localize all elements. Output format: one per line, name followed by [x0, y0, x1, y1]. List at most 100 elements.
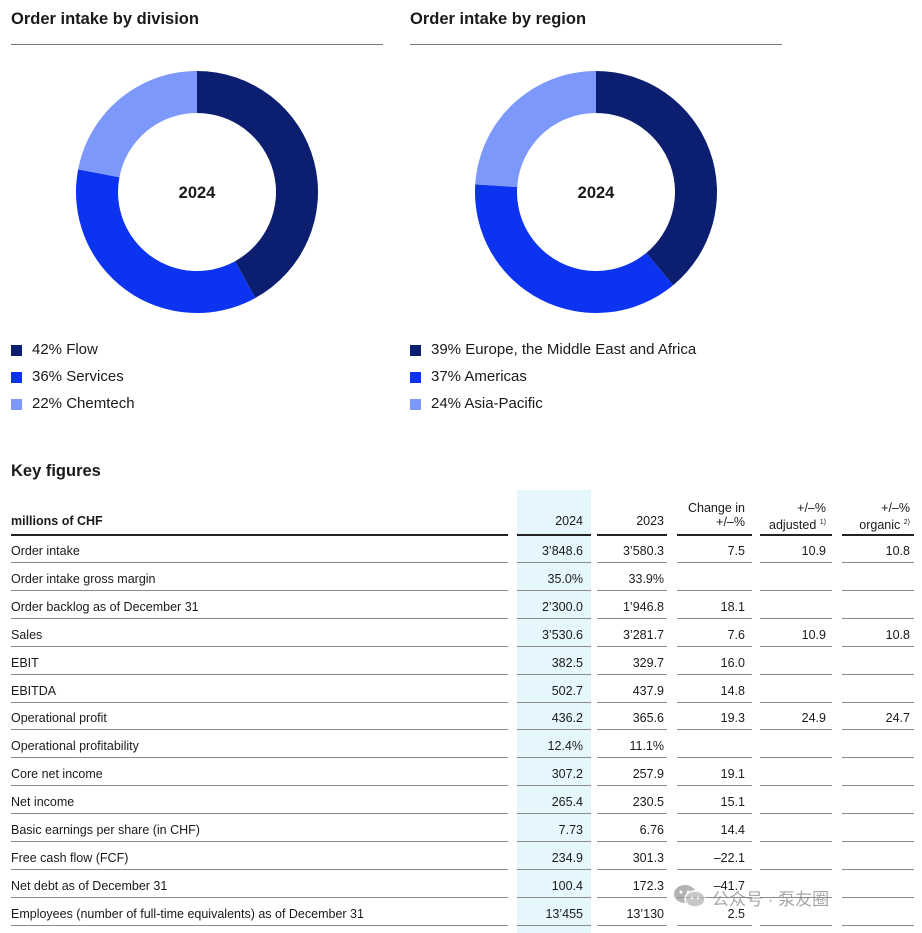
row-rule: [597, 841, 667, 842]
division-center-label: 2024: [179, 184, 217, 202]
cell-y2024: 13’455: [545, 906, 583, 921]
region-donut-chart: 2024: [475, 71, 717, 313]
row-rule: [842, 841, 914, 842]
header-rule-adjusted: [760, 534, 832, 536]
region-legend-swatch: [410, 345, 421, 356]
row-rule: [760, 813, 832, 815]
row-rule: [597, 785, 667, 787]
cell-change: 18.1: [720, 599, 745, 614]
cell-change: 7.5: [727, 544, 745, 558]
header-change-line2: +/–%: [716, 515, 745, 529]
cell-y2024: 265.4: [551, 795, 583, 810]
row-rule: [597, 645, 667, 647]
cell-change: 15.1: [720, 795, 745, 810]
cell-y2024: 12.4%: [547, 739, 583, 754]
cell-y2023: 3’281.7: [622, 627, 664, 642]
cell-y2023: 13’130: [626, 906, 664, 921]
row-rule: [517, 617, 591, 619]
row-rule: [517, 701, 591, 703]
footnote-1: 1): [819, 519, 826, 526]
cell-y2023: 172.3: [632, 878, 664, 893]
cell-y2023: 257.9: [632, 767, 664, 782]
region-legend-swatch: [410, 399, 421, 410]
cell-label: Net debt as of December 31: [11, 878, 168, 893]
year-2024-highlight-column: [517, 490, 591, 933]
row-rule: [760, 645, 832, 647]
cell-adjusted: 10.9: [801, 627, 826, 642]
region-legend-label: 39% Europe, the Middle East and Africa: [431, 341, 697, 358]
division-title: Order intake by division: [11, 10, 199, 28]
row-rule: [517, 645, 591, 647]
row-rule: [842, 673, 914, 675]
cell-label: EBITDA: [11, 683, 57, 698]
table-row: Order intake 3’848.6 3’580.3 7.5 10.9 10.8: [0, 536, 922, 564]
row-rule: [517, 785, 591, 787]
cell-y2023: 11.1%: [629, 739, 664, 754]
row-rule: [597, 701, 667, 703]
row-rule: [11, 813, 508, 815]
row-rule: [11, 868, 508, 870]
cell-change: 2.5: [727, 906, 745, 921]
cell-y2023: 365.6: [632, 711, 664, 726]
cell-y2023: 230.5: [632, 795, 664, 810]
cell-y2023: 6.76: [639, 823, 664, 837]
table-row: Sales 3’530.6 3’281.7 7.6 10.9 10.8: [0, 620, 922, 648]
cell-y2024: 100.4: [551, 878, 583, 893]
row-rule: [11, 617, 508, 619]
header-change-line1: Change in: [688, 501, 745, 515]
cell-label: Employees (number of full-time equivalen…: [11, 906, 364, 921]
row-rule: [11, 757, 508, 759]
division-title-rule: [11, 44, 383, 45]
row-rule: [677, 813, 752, 815]
region-legend-label: 24% Asia-Pacific: [431, 395, 543, 412]
cell-organic: 10.8: [885, 627, 910, 642]
row-rule: [11, 589, 508, 591]
row-rule: [842, 589, 914, 591]
row-rule: [597, 813, 667, 815]
row-rule: [842, 562, 914, 563]
cell-y2024: 2’300.0: [541, 599, 583, 614]
cell-label: Net income: [11, 795, 75, 810]
cell-change: 19.3: [720, 711, 745, 726]
row-rule: [11, 701, 508, 703]
cell-change: 7.6: [727, 627, 745, 642]
row-rule: [842, 868, 914, 870]
region-center-label: 2024: [578, 184, 616, 202]
row-rule: [760, 868, 832, 870]
header-adjusted-text: adjusted: [769, 518, 817, 532]
division-legend-swatch: [11, 345, 22, 356]
header-organic-line1: +/–%: [881, 501, 910, 515]
header-rule-change: [677, 534, 752, 536]
wechat-icon: [674, 885, 706, 908]
header-adjusted-line2: adjusted 1): [752, 515, 826, 533]
cell-y2024: 307.2: [551, 767, 583, 782]
header-adjusted-line1: +/–%: [797, 501, 826, 515]
row-rule: [597, 924, 667, 926]
cell-y2023: 1’946.8: [622, 599, 664, 614]
row-rule: [11, 924, 508, 926]
cell-label: Free cash flow (FCF): [11, 850, 129, 865]
row-rule: [760, 617, 832, 619]
footnote-2: 2): [903, 519, 910, 526]
cell-y2023: 437.9: [632, 683, 664, 698]
division-slice-0: [197, 71, 318, 299]
row-rule: [597, 589, 667, 591]
cell-adjusted: 10.9: [801, 544, 826, 558]
row-rule: [760, 701, 832, 703]
table-row: Operational profitability 12.4% 11.1%: [0, 731, 922, 759]
watermark: 公众号 · 泵友圈: [672, 883, 829, 909]
division-legend-label: 22% Chemtech: [32, 395, 135, 412]
cell-label: Order backlog as of December 31: [11, 599, 199, 614]
division-donut-chart: 2024: [75, 71, 318, 313]
row-rule: [677, 841, 752, 842]
row-rule: [842, 896, 914, 898]
table-row: EBITDA 502.7 437.9 14.8: [0, 676, 922, 704]
cell-label: Basic earnings per share (in CHF): [11, 823, 200, 837]
row-rule: [842, 617, 914, 619]
table-row: Core net income 307.2 257.9 19.1: [0, 759, 922, 787]
cell-y2024: 436.2: [551, 711, 583, 726]
cell-organic: 10.8: [885, 544, 910, 558]
row-rule: [760, 729, 832, 731]
row-rule: [760, 673, 832, 675]
row-rule: [597, 729, 667, 731]
